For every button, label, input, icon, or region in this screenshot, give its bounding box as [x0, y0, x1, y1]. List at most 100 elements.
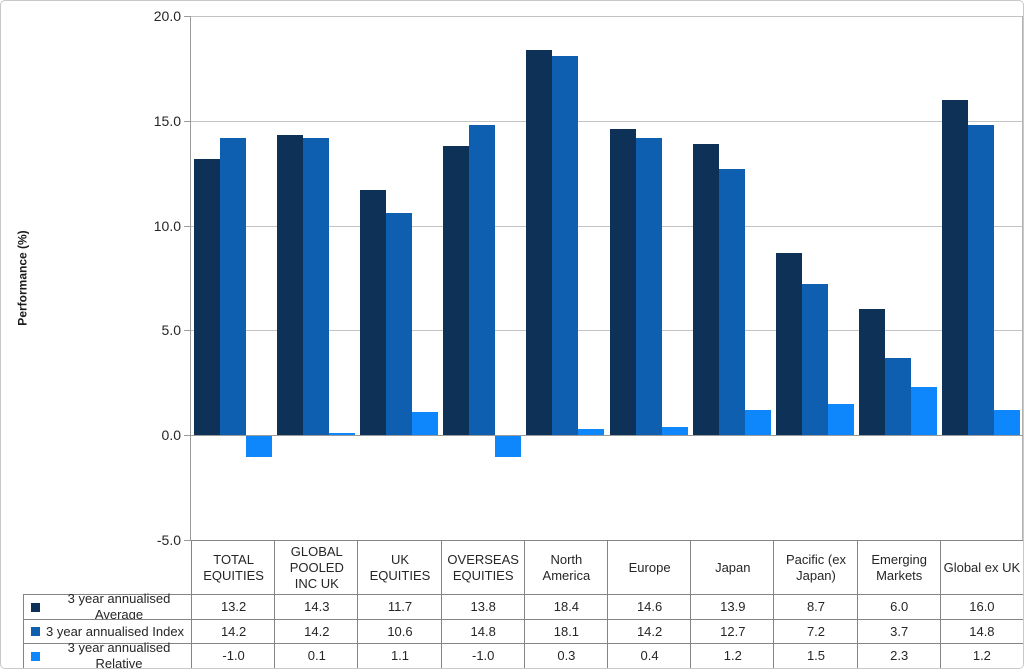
legend-cell: 3 year annualised Relative [23, 640, 192, 669]
bar [526, 49, 553, 436]
table-header-cell: Europe [607, 540, 692, 594]
y-axis-title: Performance (%) [16, 230, 30, 326]
y-axis-tick [184, 225, 191, 227]
gridline [191, 16, 1023, 17]
table-value-cell: 2.3 [856, 643, 941, 668]
table-value-cell: 0.3 [523, 643, 608, 668]
bar [469, 124, 496, 436]
legend-swatch [31, 627, 40, 637]
bar [219, 137, 246, 436]
bar [942, 99, 969, 436]
table-value-cell: 16.0 [939, 594, 1023, 620]
y-axis-tick-label: -5.0 [156, 532, 181, 548]
legend-label: 3 year annualised Index [46, 623, 185, 639]
table-value-cell: 14.2 [191, 618, 276, 645]
table-value-cell: -1.0 [440, 643, 525, 668]
table-value-cell: 12.7 [690, 618, 775, 645]
y-axis-tick-label: 20.0 [153, 8, 181, 24]
bar [994, 410, 1021, 436]
y-axis-tick [184, 435, 191, 437]
bar [552, 55, 579, 436]
table-value-cell: 1.5 [773, 643, 858, 668]
y-axis-tick [184, 330, 191, 332]
y-axis-tick-label: 0.0 [161, 427, 181, 444]
table-header-cell: Global ex UK [939, 540, 1023, 594]
y-axis-tick-label: 5.0 [161, 322, 181, 339]
table-header-cell: GLOBAL POOLED INC UK [274, 540, 359, 594]
gridline [191, 330, 1023, 332]
table-value-cell: 18.1 [523, 618, 608, 645]
y-axis-title-wrap: Performance (%) [3, 16, 43, 540]
table-value-cell: -1.0 [191, 643, 276, 668]
bar [635, 137, 662, 436]
bar [245, 436, 272, 458]
bar [495, 436, 522, 458]
bar [443, 145, 470, 436]
table-value-cell: 0.1 [274, 643, 359, 668]
bar [718, 169, 745, 436]
bar [609, 129, 636, 436]
bar [859, 309, 886, 436]
table-value-cell: 13.8 [440, 594, 525, 620]
y-axis-tick [184, 16, 191, 17]
bar [578, 428, 605, 436]
table-value-cell: 8.7 [773, 594, 858, 620]
table-value-cell: 11.7 [357, 594, 442, 620]
y-axis-tick-label: 10.0 [153, 217, 181, 234]
y-axis-tick [184, 540, 191, 541]
table-value-cell: 14.8 [440, 618, 525, 645]
legend-cell: 3 year annualised Index [23, 618, 192, 645]
bar [968, 124, 995, 436]
table-header-cell: North America [523, 540, 608, 594]
plot-right-border [1022, 16, 1023, 540]
table-header-cell: UK EQUITIES [357, 540, 442, 594]
bar [776, 252, 802, 436]
bar [360, 189, 386, 436]
table-value-cell: 1.2 [939, 643, 1023, 668]
bar [412, 412, 438, 436]
bar [193, 158, 220, 436]
table-value-cell: 10.6 [357, 618, 442, 645]
bar [661, 426, 688, 436]
bar [828, 403, 854, 436]
table-value-cell: 13.9 [690, 594, 775, 620]
x-axis-zero-line [191, 435, 1023, 437]
bar [386, 213, 412, 436]
bar [911, 386, 938, 436]
bar [302, 137, 329, 436]
y-axis-tick [184, 120, 191, 122]
table-header-cell: Emerging Markets [856, 540, 941, 594]
table-value-cell: 0.4 [607, 643, 692, 668]
table-value-cell: 14.8 [939, 618, 1023, 645]
table-value-cell: 7.2 [773, 618, 858, 645]
table-value-cell: 1.1 [357, 643, 442, 668]
table-header-cell: Japan [690, 540, 775, 594]
table-value-cell: 1.2 [690, 643, 775, 668]
bar [328, 433, 355, 436]
table-value-cell: 3.7 [856, 618, 941, 645]
legend-label: 3 year annualised Average [67, 591, 171, 623]
bar [276, 135, 303, 436]
table-header-cell: TOTAL EQUITIES [191, 540, 276, 594]
gridline [191, 120, 1023, 122]
y-axis-tick-label: 15.0 [153, 112, 181, 129]
bar [744, 410, 771, 436]
table-value-cell: 14.3 [274, 594, 359, 620]
gridline [191, 225, 1023, 227]
table-value-cell: 14.2 [274, 618, 359, 645]
table-value-cell: 14.6 [607, 594, 692, 620]
legend-swatch [31, 651, 40, 661]
table-value-cell: 6.0 [856, 594, 941, 620]
table-value-cell: 18.4 [523, 594, 608, 620]
table-header-cell: OVERSEAS EQUITIES [440, 540, 525, 594]
legend-label: 3 year annualised Relative [67, 640, 171, 669]
legend-cell: 3 year annualised Average [23, 591, 192, 623]
bar [885, 357, 912, 436]
table-header-cell: Pacific (ex Japan) [773, 540, 858, 594]
table-value-cell: 13.2 [191, 594, 276, 620]
bar [802, 284, 828, 436]
table-value-cell: 14.2 [607, 618, 692, 645]
bar [692, 143, 719, 436]
legend-swatch [31, 602, 40, 612]
